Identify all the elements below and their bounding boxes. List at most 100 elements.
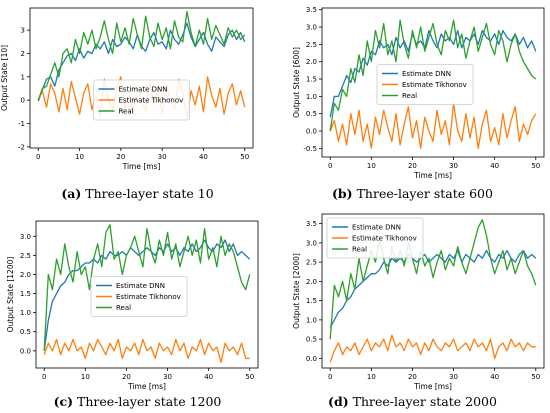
caption-d-label: (d) (328, 394, 349, 409)
legend-box (90, 276, 188, 317)
chart-panel-3: 0 10 20 30 40 50 0.0 0.5 1.0 1.5 2.0 2.5 3.0 3.5 Time … (292, 213, 545, 391)
y-tick-label: 0.0 (306, 355, 317, 363)
y-tick-label: 3.0 (306, 239, 317, 247)
y-tick-label: 1 (21, 73, 25, 81)
legend: Estimate DNN Estimate Tikhonov Real (376, 64, 474, 105)
y-axis-label: Output State [1200] (6, 257, 15, 333)
y-tick-label: 2.5 (20, 252, 31, 260)
caption-b: (b) Three-layer state 600 (275, 186, 550, 201)
x-axis-label: Time [ms] (413, 382, 452, 391)
x-tick-label: 30 (158, 153, 167, 161)
x-tick-label: 20 (408, 162, 417, 170)
x-axis-label: Time [ms] (413, 171, 452, 180)
y-tick-label: 3.0 (20, 233, 31, 241)
series-line-2 (37, 10, 246, 101)
legend: Estimate DNN Estimate Tikhonov Real (326, 217, 424, 259)
y-tick-label: 1.5 (20, 290, 31, 298)
y-tick-label: 3 (21, 27, 25, 35)
y-tick-label: 2.0 (20, 271, 31, 279)
y-tick-label: 2.0 (306, 278, 317, 286)
legend-label-1: Estimate Tikhonov (402, 81, 467, 89)
legend-box (93, 79, 190, 121)
series-line-1 (43, 338, 250, 363)
caption-d-text: Three-layer state 2000 (352, 394, 497, 409)
series-line-0 (43, 239, 251, 351)
axes-frame (35, 220, 259, 369)
x-axis-label: Time [ms] (127, 382, 166, 391)
y-tick-label: 2 (21, 50, 25, 58)
y-tick-label: 1.0 (306, 316, 317, 324)
y-tick-label: 0.5 (20, 328, 31, 336)
caption-a-label: (a) (61, 186, 82, 201)
x-tick-label: 40 (490, 162, 499, 170)
series-line-2 (329, 219, 537, 340)
x-axis-label: Time [ms] (122, 162, 161, 171)
x-tick-label: 20 (122, 373, 131, 381)
x-tick-label: 40 (204, 373, 213, 381)
x-tick-label: 30 (449, 162, 458, 170)
x-tick-label: 20 (116, 153, 125, 161)
caption-c-text: Three-layer state 1200 (77, 394, 222, 409)
axes-frame (321, 213, 545, 369)
y-tick-label: 0 (21, 97, 25, 105)
y-tick-label: 2.5 (306, 41, 317, 49)
y-axis-label: Output State [10] (0, 45, 9, 111)
caption-d: (d) Three-layer state 2000 (275, 394, 550, 409)
legend-label-2: Real (119, 108, 134, 116)
x-tick-label: 10 (367, 373, 376, 381)
caption-b-label: (b) (332, 186, 353, 201)
chart-panel-2: 0 10 20 30 40 50 0.0 0.5 1.0 1.5 2.0 2.5 3.0 Time [ms… (6, 220, 259, 391)
x-tick-label: 40 (199, 153, 208, 161)
legend-label-2: Real (116, 304, 131, 312)
x-tick-label: 50 (531, 162, 540, 170)
chart-panel-1: 0 10 20 30 40 50 -0.5 0.0 0.5 1.0 1.5 2.0 2.5 3.0 3.5 T… (292, 6, 545, 180)
axes-frame (321, 7, 545, 158)
legend-label-2: Real (402, 92, 417, 100)
x-tick-label: 50 (240, 153, 249, 161)
x-tick-label: 0 (42, 373, 46, 381)
x-tick-label: 50 (245, 373, 254, 381)
x-tick-label: 30 (449, 373, 458, 381)
legend-label-0: Estimate DNN (119, 86, 168, 94)
y-tick-label: -2 (18, 143, 25, 151)
y-tick-label: 0.5 (306, 336, 317, 344)
y-tick-label: -0.5 (303, 145, 317, 153)
series-line-2 (43, 224, 251, 351)
y-tick-label: 1.0 (306, 93, 317, 101)
y-tick-label: 3.0 (306, 24, 317, 32)
y-tick-label: -1 (18, 120, 25, 128)
x-tick-label: 40 (490, 373, 499, 381)
legend-label-1: Estimate Tikhonov (352, 235, 417, 243)
y-tick-label: 2.5 (306, 259, 317, 267)
x-tick-label: 0 (328, 162, 332, 170)
y-tick-label: 0.5 (306, 110, 317, 118)
caption-c-label: (c) (53, 394, 74, 409)
legend: Estimate DNN Estimate Tikhonov Real (93, 79, 190, 121)
x-tick-label: 20 (408, 373, 417, 381)
y-tick-label: 1.5 (306, 76, 317, 84)
x-tick-label: 10 (367, 162, 376, 170)
legend-box (376, 64, 474, 105)
series-line-1 (329, 334, 536, 363)
x-tick-label: 0 (36, 153, 40, 161)
x-tick-label: 50 (531, 373, 540, 381)
y-axis-label: Output State [2000] (292, 253, 301, 329)
caption-a-text: Three-layer state 10 (85, 186, 214, 201)
caption-b-text: Three-layer state 600 (356, 186, 493, 201)
legend-label-0: Estimate DNN (352, 224, 401, 232)
chart-panel-0: 0 10 20 30 40 50 -2 -1 0 1 2 3 Time [ms] Output State… (0, 7, 254, 171)
axes-frame (29, 7, 254, 149)
y-tick-label: 0.0 (20, 347, 31, 355)
x-tick-label: 10 (75, 153, 84, 161)
legend-label-1: Estimate Tikhonov (119, 97, 184, 105)
caption-a: (a) Three-layer state 10 (0, 186, 275, 201)
series-line-2 (329, 19, 537, 132)
y-tick-label: 3.5 (306, 220, 317, 228)
y-tick-label: 1.0 (20, 309, 31, 317)
x-tick-label: 0 (328, 373, 332, 381)
x-tick-label: 30 (163, 373, 172, 381)
legend-label-1: Estimate Tikhonov (116, 293, 181, 301)
y-tick-label: 2.0 (306, 58, 317, 66)
x-tick-label: 10 (81, 373, 90, 381)
y-tick-label: 1.5 (306, 297, 317, 305)
